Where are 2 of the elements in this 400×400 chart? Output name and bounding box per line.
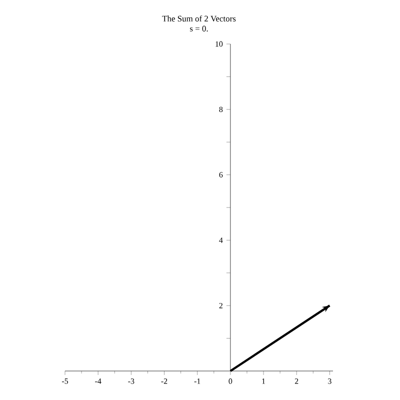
chart-title: The Sum of 2 Vectors [162, 15, 236, 22]
chart-subtitle: s = 0. [190, 26, 208, 32]
